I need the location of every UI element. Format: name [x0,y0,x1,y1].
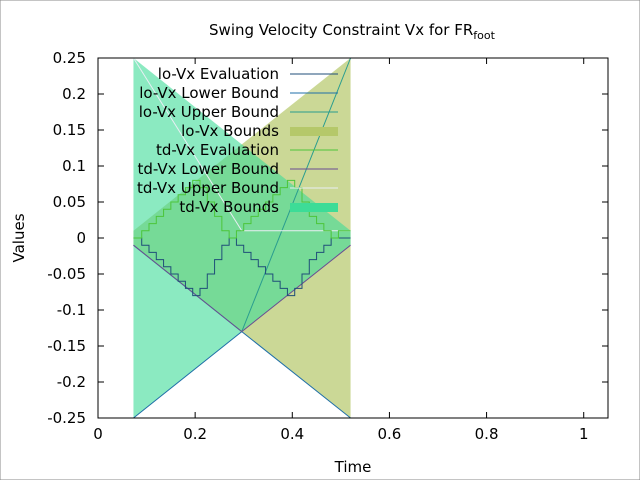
x-tick-label: 0.8 [475,425,499,443]
legend-label: lo-Vx Bounds [181,122,279,140]
legend-label: td-Vx Bounds [179,198,279,216]
lo-vx-evaluation-line [133,237,351,297]
td-vx-lower-bound-line [133,244,351,333]
bounds-bands [133,58,351,418]
y-tick-label: -0.25 [47,409,86,427]
y-tick-label: 0.05 [53,193,86,211]
x-axis-label: Time [334,458,372,476]
x-tick-label: 1 [579,425,589,443]
y-tick-label: -0.15 [47,337,86,355]
legend-label: lo-Vx Upper Bound [139,103,279,121]
y-tick-label: 0.1 [62,157,86,175]
legend-label: td-Vx Lower Bound [137,160,279,178]
y-tick-label: -0.05 [47,265,86,283]
y-tick-label: 0.2 [62,85,86,103]
series-lines [133,57,352,419]
y-tick-label: -0.1 [57,301,86,319]
y-tick-label: 0 [76,229,86,247]
x-tick-label: 0.4 [280,425,304,443]
x-tick-label: 0 [93,425,103,443]
y-axis-label: Values [10,213,28,262]
x-tick-label: 0.2 [183,425,207,443]
legend-label: td-Vx Upper Bound [137,179,279,197]
y-tick-label: 0.25 [53,49,86,67]
legend-swatch [290,203,338,212]
legend-label: lo-Vx Lower Bound [139,84,279,102]
legend-swatch [290,127,338,136]
td-vx-bounds-band [133,58,351,418]
x-tick-label: 0.6 [377,425,401,443]
legend-label: lo-Vx Evaluation [158,65,279,83]
axis-ticks: 0 0.2 0.4 0.6 0.8 1 0.25 0.2 0.15 0.1 0.05 0 -0.05 -0… [47,49,608,443]
legend-label: td-Vx Evaluation [156,141,279,159]
y-tick-label: 0.15 [53,121,86,139]
chart-title: Swing Velocity Constraint Vx for FRfoot [209,21,496,42]
y-tick-label: -0.2 [57,373,86,391]
